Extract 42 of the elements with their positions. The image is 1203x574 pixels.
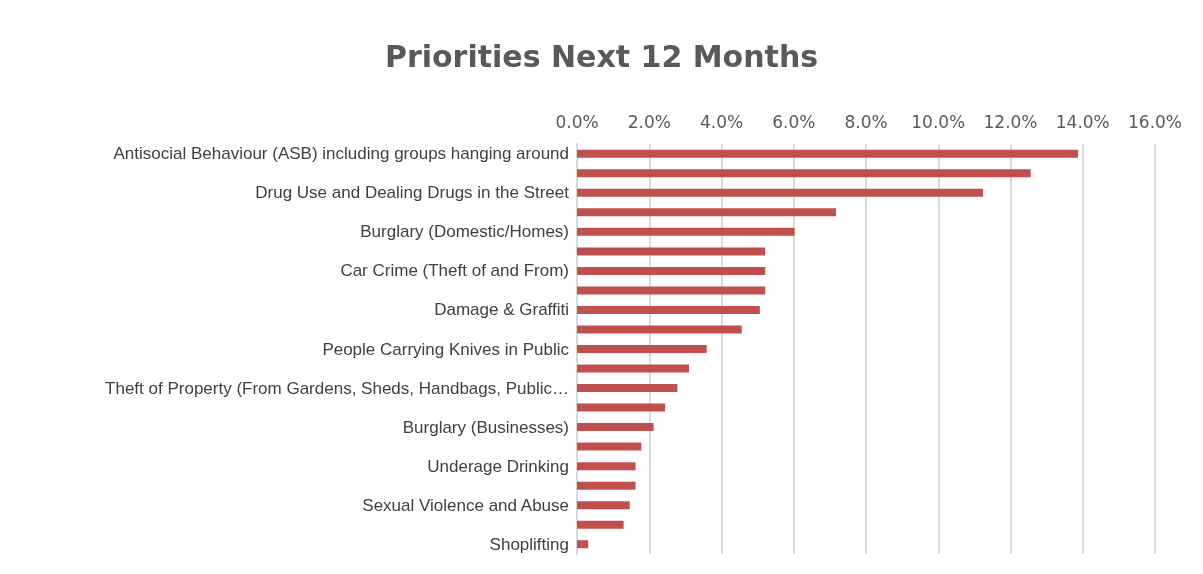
bar <box>577 481 636 490</box>
x-tick-label: 14.0% <box>1055 111 1110 132</box>
bar <box>577 325 742 334</box>
bar <box>577 305 760 314</box>
x-tick-label: 16.0% <box>1127 111 1183 132</box>
bar <box>577 266 766 275</box>
bar <box>577 384 678 393</box>
bar <box>577 442 642 451</box>
chart-title: Priorities Next 12 Months <box>384 38 819 74</box>
bar <box>577 403 666 412</box>
y-tick-label: Damage & Graffiti <box>434 300 569 320</box>
bar <box>577 345 707 353</box>
y-tick-label: Antisocial Behaviour (ASB) including groups hanging around <box>113 144 569 164</box>
bar <box>577 188 984 197</box>
bar <box>577 247 766 256</box>
bar <box>577 540 589 549</box>
x-tick-label: 12.0% <box>983 111 1038 132</box>
bar <box>577 149 1079 158</box>
y-tick-label: Burglary (Businesses) <box>402 417 569 437</box>
x-tick-label: 4.0% <box>699 111 744 132</box>
bar <box>577 169 1031 178</box>
bar <box>577 520 624 529</box>
bar <box>577 208 837 217</box>
bar <box>577 286 766 295</box>
y-tick-label: Theft of Property (From Gardens, Sheds, Handbags, Public… <box>105 378 569 398</box>
x-tick-label: 6.0% <box>772 111 816 132</box>
x-tick-label: 0.0% <box>555 111 599 132</box>
bar <box>577 423 654 432</box>
y-tick-label: Shoplifting <box>489 534 569 554</box>
bar <box>577 364 689 373</box>
x-tick-label: 8.0% <box>844 111 888 132</box>
y-tick-label: Car Crime (Theft of and From) <box>340 261 569 281</box>
bar <box>577 501 630 510</box>
y-tick-label: Sexual Violence and Abuse <box>362 495 569 515</box>
bar <box>577 227 795 236</box>
bar <box>577 462 636 471</box>
x-tick-label: 2.0% <box>627 111 671 132</box>
y-tick-label: People Carrying Knives in Public <box>322 339 570 359</box>
x-tick-label: 10.0% <box>911 111 966 132</box>
y-tick-label: Drug Use and Dealing Drugs in the Street <box>255 183 570 203</box>
y-tick-label: Burglary (Domestic/Homes) <box>360 222 569 242</box>
y-tick-label: Underage Drinking <box>427 456 569 476</box>
